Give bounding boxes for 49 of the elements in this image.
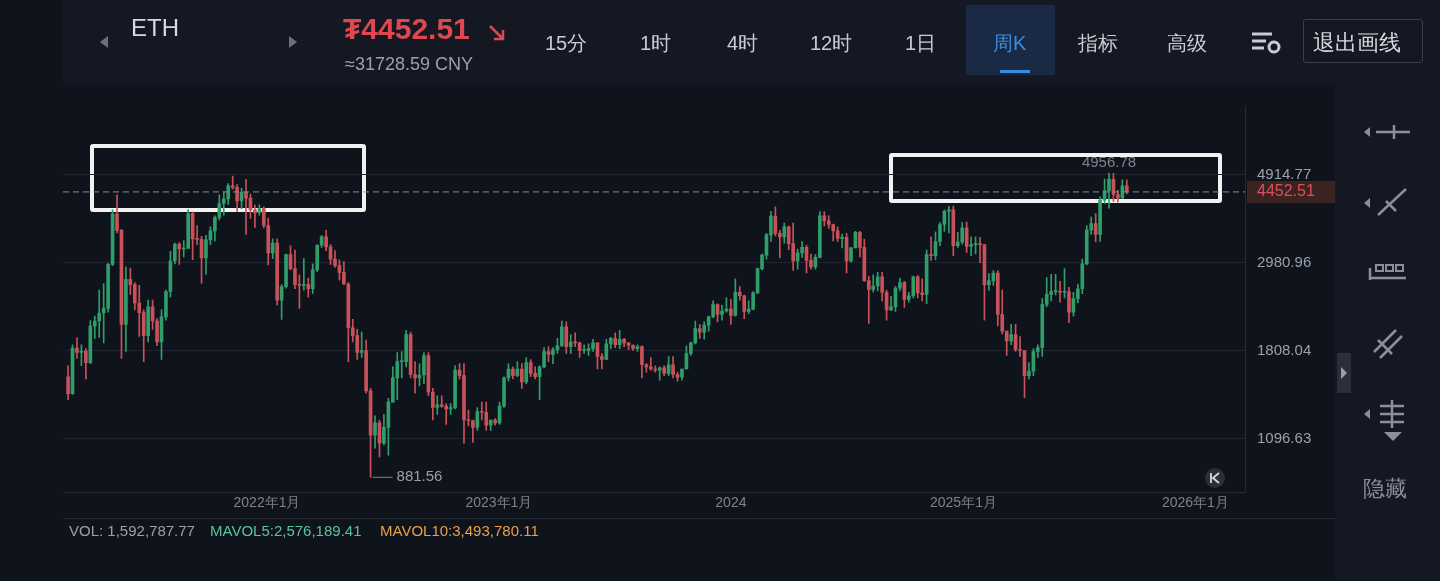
x-tick-label: 2023年1月: [465, 494, 533, 511]
candlestick: [568, 334, 573, 354]
candlestick: [840, 233, 844, 249]
text: 15分: [545, 31, 588, 56]
annotation: 881.56: [396, 467, 443, 485]
y-tick-label: 4914.77: [1257, 164, 1312, 182]
text: 高级: [1167, 31, 1207, 56]
candlestick: [177, 242, 182, 265]
text: 12时: [810, 31, 853, 56]
candlestick: [969, 236, 973, 257]
y-tick-label: 2980.96: [1257, 252, 1312, 270]
annotation: 4956.78: [1081, 153, 1137, 171]
text: 隐藏: [1363, 475, 1407, 503]
candlestick: [582, 344, 586, 354]
text: 4时: [727, 31, 759, 56]
candlestick: [947, 206, 951, 234]
x-tick-label: 2022年1月: [233, 494, 301, 511]
text: VOL: 1,592,787.77: [69, 522, 195, 539]
y-tick-label: 1808.04: [1257, 340, 1312, 358]
candlestick: [359, 331, 364, 358]
text: 指标: [1078, 31, 1118, 56]
chart-title: ETH: [131, 14, 179, 42]
candlestick: [697, 324, 702, 339]
candlestick: [648, 357, 653, 371]
candlestick: [920, 278, 924, 302]
text: MAVOL5:2,576,189.41: [210, 522, 362, 539]
text: 周K: [993, 31, 1027, 56]
candlestick: [137, 285, 142, 337]
candlestick: [929, 236, 933, 261]
candlestick: [720, 304, 724, 321]
y-tick-label: 1096.63: [1257, 428, 1312, 446]
ref-line-label: 4452.51: [1257, 182, 1315, 200]
candlestick: [97, 289, 102, 338]
text: ₮4452.51: [343, 12, 470, 46]
text: MAVOL10:3,493,780.11: [380, 522, 539, 539]
x-tick-label: 2026年1月: [1161, 494, 1229, 511]
chart-subtitle: ≈31728.59 CNY: [345, 54, 473, 75]
candlestick: [306, 277, 311, 298]
candlestick: [871, 274, 876, 293]
candlestick: [253, 204, 257, 228]
candlestick: [1058, 281, 1062, 303]
text: 退出画线: [1313, 29, 1401, 57]
text: 1日: [905, 31, 937, 56]
candlestick: [75, 337, 79, 359]
text: 1时: [640, 31, 672, 56]
x-tick-label: 2024: [715, 494, 747, 511]
candlestick: [435, 395, 440, 415]
x-tick-label: 2025年1月: [930, 494, 997, 511]
candlestick: [302, 258, 306, 291]
